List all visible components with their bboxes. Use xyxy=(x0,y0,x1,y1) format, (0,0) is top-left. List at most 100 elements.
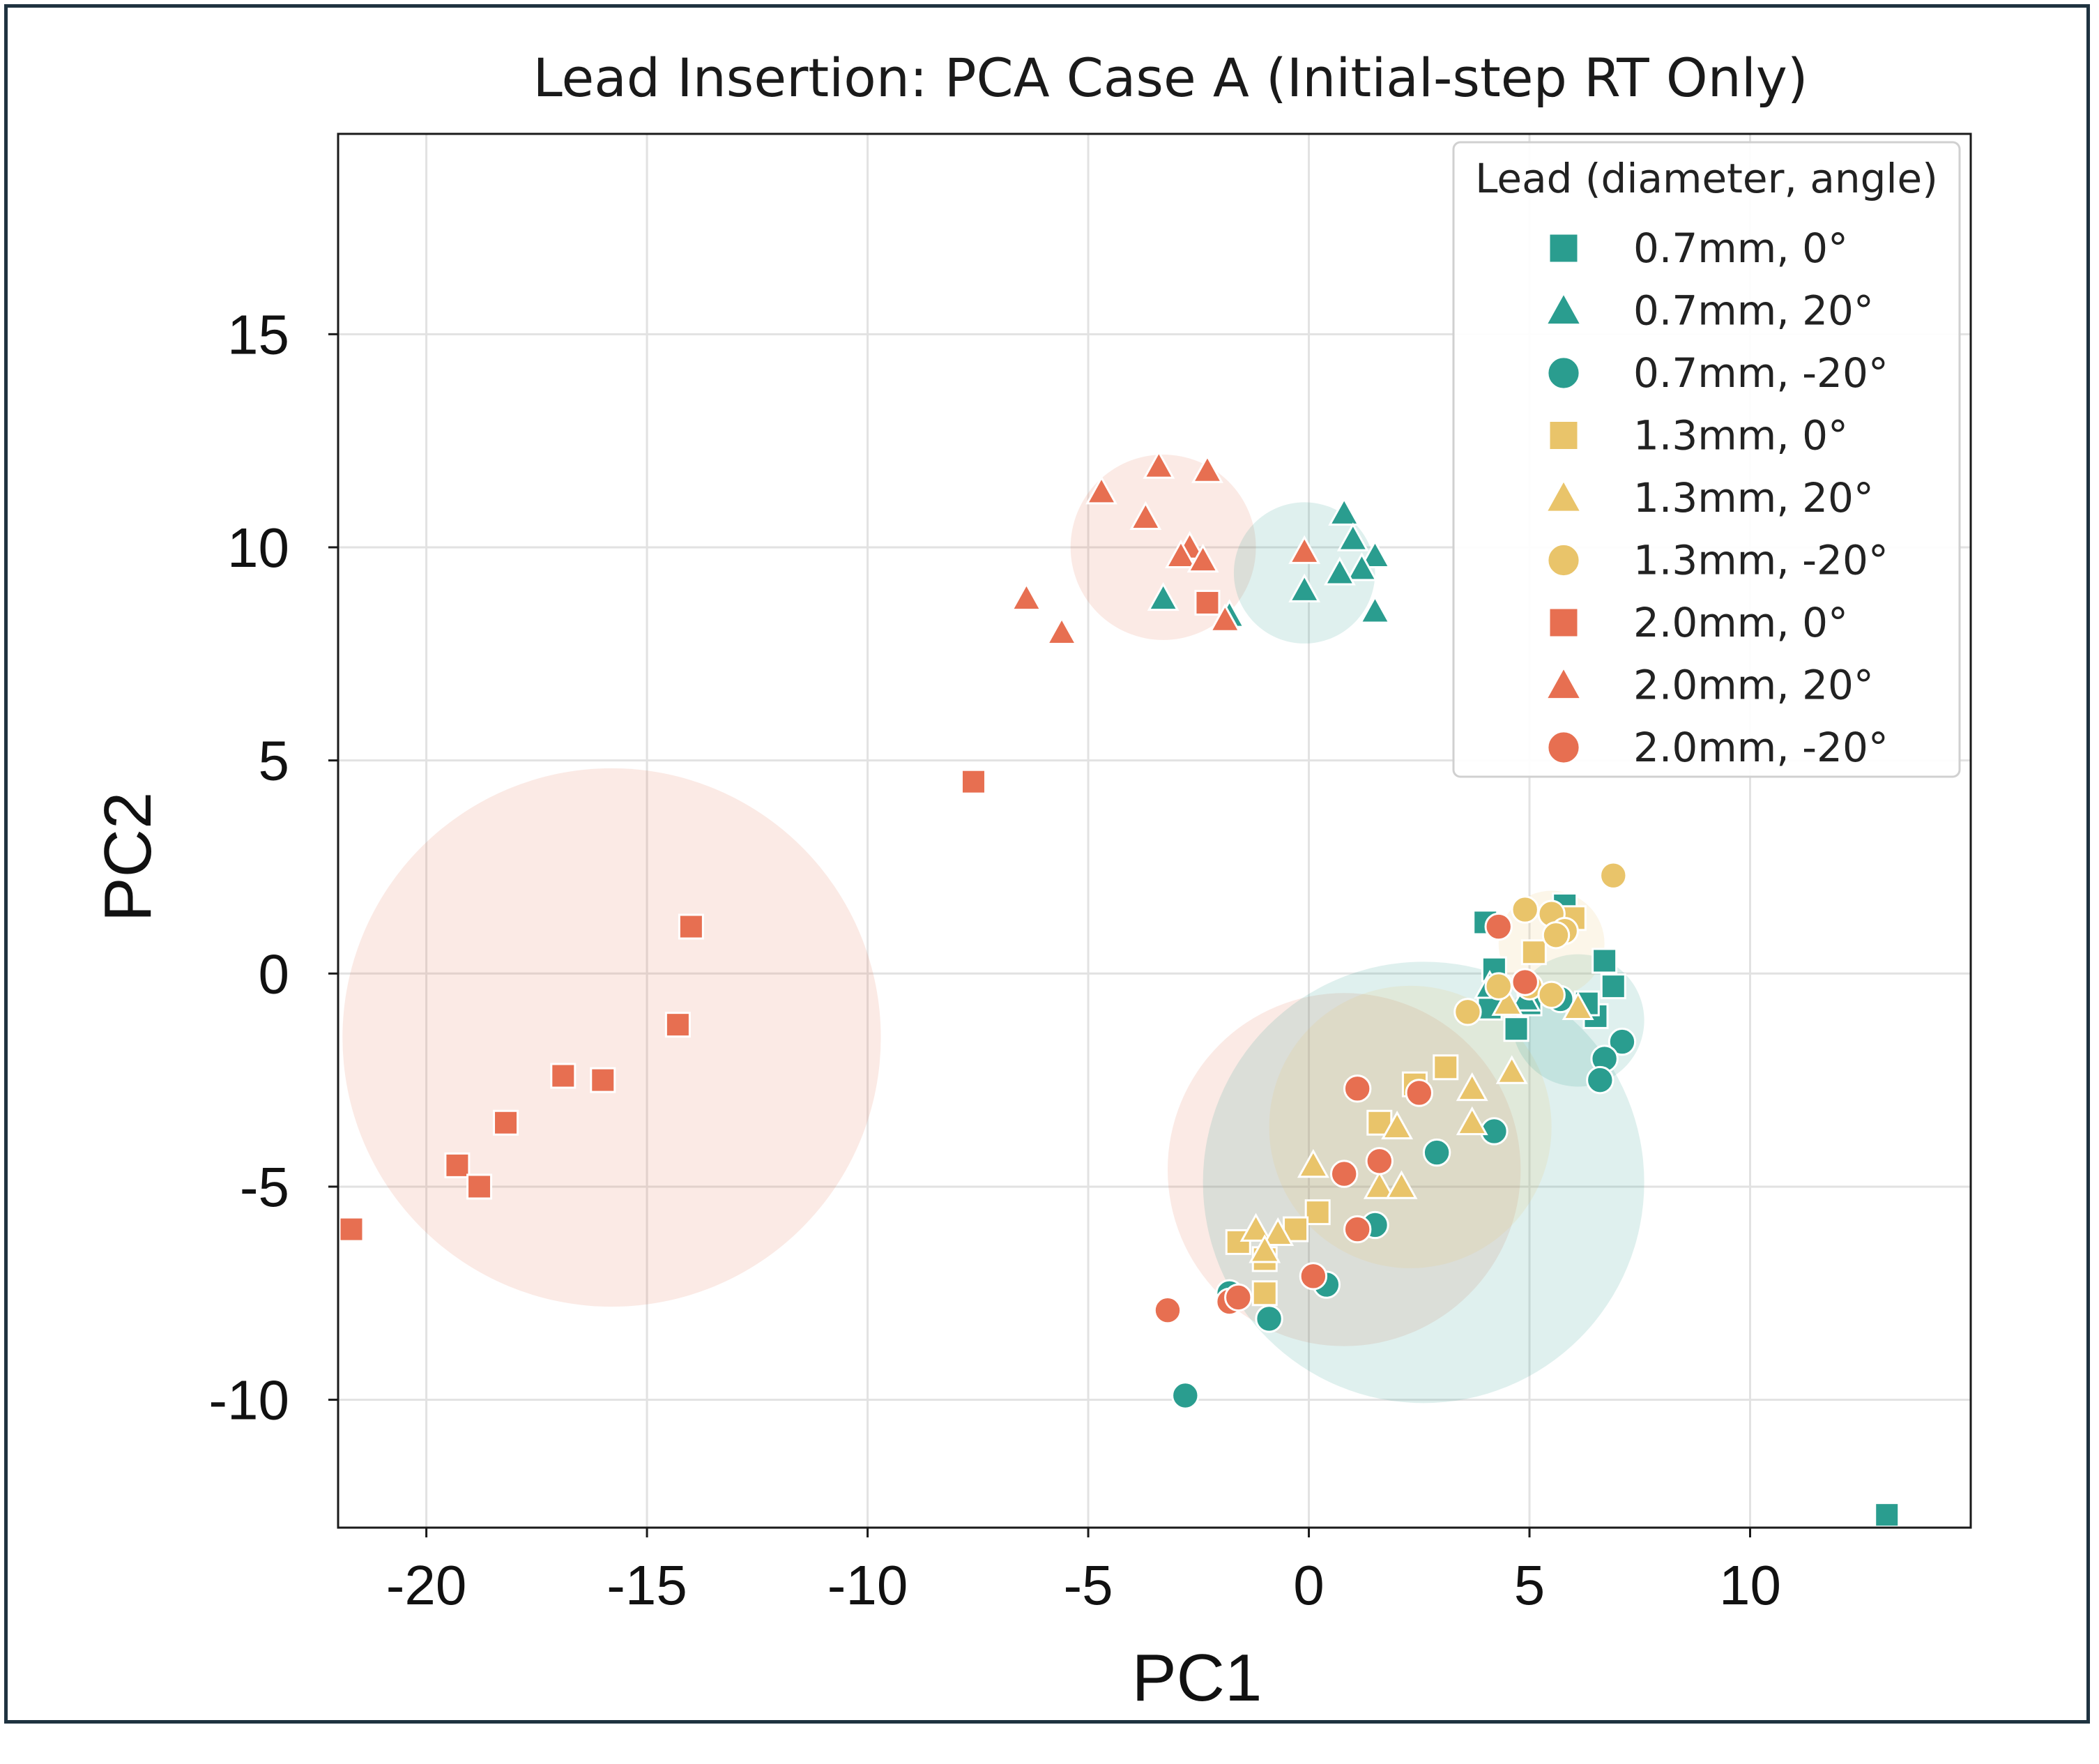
x-tick-label: -20 xyxy=(386,1554,467,1616)
x-axis-ticks: -20 -15 -10 -5 0 5 10 xyxy=(386,1528,1781,1616)
data-point xyxy=(1262,1217,1295,1247)
legend-marker xyxy=(1546,730,1581,765)
legend-label: 2.0mm, 0° xyxy=(1633,599,1848,646)
x-axis-label: PC1 xyxy=(1132,1641,1262,1715)
data-point xyxy=(1537,980,1566,1010)
data-point xyxy=(1343,1074,1372,1103)
data-point xyxy=(1586,1065,1615,1095)
data-point xyxy=(1456,1072,1488,1102)
data-point xyxy=(1608,1027,1637,1056)
data-point xyxy=(1562,991,1594,1021)
x-tick-label: 5 xyxy=(1514,1554,1545,1616)
legend-label: 1.3mm, -20° xyxy=(1633,537,1888,584)
data-point xyxy=(1328,496,1361,526)
data-point xyxy=(1046,616,1078,646)
data-point xyxy=(1381,1110,1414,1140)
data-point xyxy=(1484,972,1513,1001)
data-point xyxy=(1495,1055,1528,1084)
legend-label: 0.7mm, 0° xyxy=(1633,225,1848,272)
y-tick-label: -10 xyxy=(208,1369,289,1431)
y-tick-label: -5 xyxy=(240,1156,289,1218)
legend-marker xyxy=(1548,232,1580,264)
pca-scatter-chart: Lead Insertion: PCA Case A (Initial-step… xyxy=(91,47,1972,1715)
data-point xyxy=(1874,1502,1900,1528)
confidence-circle xyxy=(1203,961,1644,1404)
y-axis-label: PC2 xyxy=(91,792,165,922)
data-point xyxy=(1297,1148,1329,1178)
legend-marker xyxy=(1548,420,1580,451)
data-point xyxy=(1085,476,1117,505)
legend-label: 0.7mm, -20° xyxy=(1633,349,1888,397)
data-point xyxy=(1255,1305,1283,1333)
data-point xyxy=(1249,1234,1281,1263)
data-point xyxy=(1385,1170,1418,1199)
data-point xyxy=(1165,539,1197,569)
data-point xyxy=(1345,552,1378,581)
data-point xyxy=(1433,1054,1459,1081)
data-point xyxy=(1288,535,1321,564)
data-point xyxy=(1541,921,1571,950)
data-point xyxy=(1359,539,1391,569)
data-point xyxy=(1283,1216,1309,1242)
data-point xyxy=(1491,987,1524,1016)
chart-title: Lead Insertion: PCA Case A (Initial-step… xyxy=(533,47,1808,109)
y-tick-label: 10 xyxy=(227,517,289,579)
data-point xyxy=(1456,1106,1488,1136)
confidence-circle xyxy=(1233,502,1375,644)
legend-marker xyxy=(1546,542,1581,578)
data-point xyxy=(1329,1159,1359,1188)
legend-label: 2.0mm, -20° xyxy=(1633,724,1888,771)
data-point xyxy=(664,1012,691,1038)
data-point xyxy=(960,768,986,795)
data-point xyxy=(1405,1079,1433,1107)
data-point xyxy=(1251,1280,1278,1307)
data-point xyxy=(1239,1212,1272,1242)
data-point xyxy=(444,1152,471,1178)
data-point xyxy=(1288,573,1321,602)
legend: Lead (diameter, angle) 0.7mm, 0° 0.7mm, 2… xyxy=(1452,141,1961,778)
data-point xyxy=(1365,1147,1394,1176)
legend-label: 2.0mm, 20° xyxy=(1633,662,1874,709)
data-point xyxy=(1323,556,1356,586)
legend-marker xyxy=(1544,665,1583,701)
data-point xyxy=(1186,543,1219,573)
data-point xyxy=(1191,454,1223,483)
confidence-circle xyxy=(342,768,881,1307)
data-point xyxy=(1304,1199,1331,1226)
data-point xyxy=(466,1173,493,1200)
x-tick-label: -15 xyxy=(606,1554,687,1616)
data-point xyxy=(1336,522,1369,552)
data-point xyxy=(1453,998,1482,1026)
data-point xyxy=(1153,1296,1182,1325)
x-tick-label: 10 xyxy=(1719,1554,1781,1616)
data-point xyxy=(1359,595,1391,624)
legend-marker xyxy=(1546,356,1581,390)
data-point xyxy=(1147,581,1180,611)
data-point xyxy=(1143,450,1175,479)
data-point xyxy=(1224,1283,1253,1312)
data-point xyxy=(1520,939,1547,966)
legend-marker xyxy=(1544,291,1583,326)
plot-border xyxy=(337,132,1972,1529)
x-tick-label: 0 xyxy=(1293,1554,1325,1616)
x-tick-label: -5 xyxy=(1063,1554,1113,1616)
y-tick-label: 5 xyxy=(259,730,290,792)
legend-label: 1.3mm, 20° xyxy=(1633,474,1874,522)
legend-title: Lead (diameter, angle) xyxy=(1475,155,1938,202)
data-point xyxy=(1299,1262,1328,1291)
y-tick-label: 15 xyxy=(227,303,289,365)
data-point xyxy=(1129,501,1162,531)
data-point xyxy=(1343,1215,1372,1244)
legend-box xyxy=(1452,141,1961,778)
confidence-circle xyxy=(1269,985,1552,1268)
data-point xyxy=(1511,968,1539,996)
legend-marker xyxy=(1548,607,1580,639)
data-point xyxy=(1171,1381,1200,1410)
data-point xyxy=(1363,1170,1396,1199)
data-point xyxy=(338,1216,365,1242)
data-point xyxy=(550,1063,577,1089)
figure-frame: Lead Insertion: PCA Case A (Initial-step… xyxy=(4,4,2090,1724)
data-point xyxy=(1600,973,1626,1000)
confidence-circles xyxy=(342,455,1644,1404)
data-point xyxy=(1484,912,1513,941)
